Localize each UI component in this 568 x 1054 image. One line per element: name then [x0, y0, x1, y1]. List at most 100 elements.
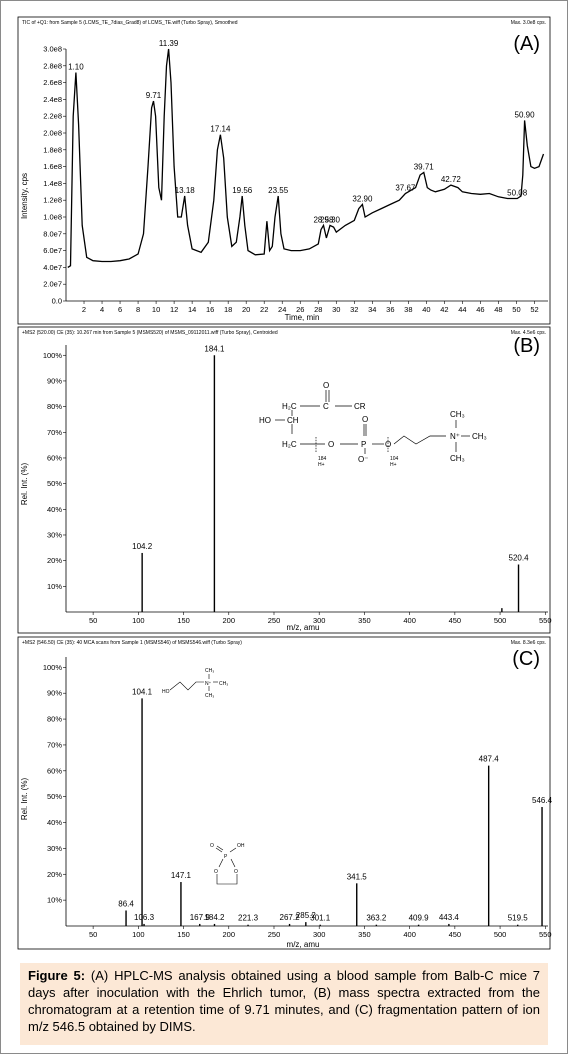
choline-labels: CH₃ HO N⁺ CH₃ CH₃	[162, 668, 228, 699]
peak-label: 487.4	[479, 755, 500, 764]
x-tick-label: 6	[118, 305, 122, 314]
peak-label: 1.10	[68, 63, 84, 72]
panel-c-ylabel: Rel. Int. (%)	[20, 778, 29, 821]
panel-c-xlabel: m/z, amu	[287, 940, 320, 949]
panel-c-plot: 50 100 150 200 250 300 350 400 450 500 550 10% 20% 30…	[43, 657, 553, 939]
chem-label: O	[328, 440, 334, 449]
y-tick-label: 90%	[47, 376, 62, 385]
peak-label: 9.71	[146, 91, 162, 100]
x-tick-label: 32	[350, 305, 358, 314]
x-tick-label: 50	[89, 616, 97, 625]
peak-label: 42.72	[441, 175, 462, 184]
x-tick-label: 4	[100, 305, 104, 314]
x-tick-label: 38	[404, 305, 412, 314]
panel-c-max: Max. 8.3e6 cps.	[511, 640, 546, 646]
phosphocholine-structure	[275, 390, 470, 454]
caption-label: Figure 5:	[28, 968, 86, 983]
y-tick-label: 0.0	[52, 297, 62, 306]
y-tick-label: 2.0e8	[43, 129, 62, 138]
x-tick-label: 50	[89, 930, 97, 939]
x-tick-label: 28	[314, 305, 322, 314]
y-tick-label: 4.0e7	[43, 263, 62, 272]
x-tick-label: 450	[449, 616, 462, 625]
x-tick-label: 150	[177, 616, 190, 625]
chem-label: P	[224, 854, 228, 860]
chem-label: CH₃	[205, 668, 214, 674]
peak-label: 39.71	[414, 162, 435, 171]
x-tick-label: 16	[206, 305, 214, 314]
x-tick-label: 400	[403, 930, 416, 939]
x-tick-label: 150	[177, 930, 190, 939]
panel-a-max: Max. 3.0e8 cps.	[511, 20, 546, 26]
chem-label: O	[323, 381, 329, 390]
chem-label: CH₃	[219, 681, 228, 687]
panel-b-plot: 50 100 150 200 250 300 350 400 450 500 550 10% 20% 30…	[43, 344, 552, 625]
x-tick-label: 46	[476, 305, 484, 314]
peak-label: 28.58	[313, 215, 334, 224]
chem-label: CH₃	[472, 432, 487, 441]
chem-label: O	[385, 440, 391, 449]
cyclic-phosphate-structure	[215, 845, 238, 885]
peak-label: 147.1	[171, 871, 192, 880]
peak-label: 167.9	[190, 913, 211, 922]
x-tick-label: 24	[278, 305, 286, 314]
panel-b-header: +MS2 (520.00) CE (35): 10.267 min from S…	[22, 330, 278, 336]
x-tick-label: 14	[188, 305, 196, 314]
x-tick-label: 550	[539, 616, 552, 625]
y-tick-label: 90%	[47, 689, 62, 698]
y-tick-label: 2.8e8	[43, 61, 62, 70]
chem-label: O	[214, 869, 218, 875]
y-tick-label: 1.8e8	[43, 145, 62, 154]
panel-b-ylabel: Rel. Int. (%)	[20, 463, 29, 506]
panel-a-plot: 2 4 6 8 10 12 14 16 18 20 22 24 26 28 30 32 34 36 38 40 42 44…	[43, 39, 548, 314]
x-tick-label: 400	[403, 616, 416, 625]
chem-label: O	[210, 843, 214, 849]
chem-label: CH₃	[450, 454, 465, 463]
chromatogram-panel-a: TIC of +Q1: from Sample 5 (LCMS_TE_7dias…	[17, 16, 551, 325]
panel-c-header: +MS2 (546.50) CE (35): 40 MCA scans from…	[22, 640, 242, 646]
panel-b-xlabel: m/z, amu	[287, 623, 320, 632]
peak-label: 19.56	[232, 186, 253, 195]
y-tick-label: 2.6e8	[43, 78, 62, 87]
chem-label: C	[323, 402, 329, 411]
x-tick-label: 48	[494, 305, 502, 314]
y-tick-label: 50%	[47, 479, 62, 488]
y-tick-label: 100%	[43, 351, 63, 360]
x-tick-label: 100	[132, 930, 145, 939]
peak-label: 106.3	[134, 913, 155, 922]
cyclic-phosphate-labels: O OH P O O	[210, 843, 245, 875]
x-tick-label: 350	[358, 930, 371, 939]
y-tick-label: 10%	[47, 582, 62, 591]
x-tick-label: 550	[539, 930, 552, 939]
y-tick-label: 20%	[47, 556, 62, 565]
chem-label: O	[234, 869, 238, 875]
chem-label: H₂C	[282, 402, 297, 411]
y-tick-label: 3.0e8	[43, 45, 62, 54]
x-tick-label: 250	[268, 616, 281, 625]
peak-label: 184.1	[204, 344, 225, 353]
chem-label: OH	[237, 843, 245, 849]
x-tick-label: 10	[152, 305, 160, 314]
peak-label: 363.2	[366, 914, 387, 923]
x-tick-label: 100	[132, 616, 145, 625]
peak-label: 409.9	[409, 914, 430, 923]
peak-label: 104.1	[132, 687, 153, 696]
x-tick-label: 12	[170, 305, 178, 314]
y-tick-label: 8.0e7	[43, 229, 62, 238]
chem-label: O⁻	[358, 455, 368, 464]
x-tick-label: 22	[260, 305, 268, 314]
chem-label: N⁺	[205, 681, 212, 687]
mass-spectrum-panel-b: +MS2 (520.00) CE (35): 10.267 min from S…	[17, 326, 552, 634]
peak-label: 29.30	[320, 215, 341, 224]
x-tick-label: 42	[440, 305, 448, 314]
panel-b-letter: (B)	[513, 335, 540, 357]
chromatogram-trace	[67, 48, 545, 268]
x-tick-label: 8	[136, 305, 140, 314]
peak-label: 50.90	[515, 110, 536, 119]
y-tick-label: 60%	[47, 766, 62, 775]
chem-label: CH₃	[450, 410, 465, 419]
peak-label: 37.67	[395, 183, 416, 192]
y-tick-label: 70%	[47, 428, 62, 437]
chem-label: CR	[354, 402, 366, 411]
panel-b-max: Max. 4.5e6 cps.	[511, 330, 546, 336]
